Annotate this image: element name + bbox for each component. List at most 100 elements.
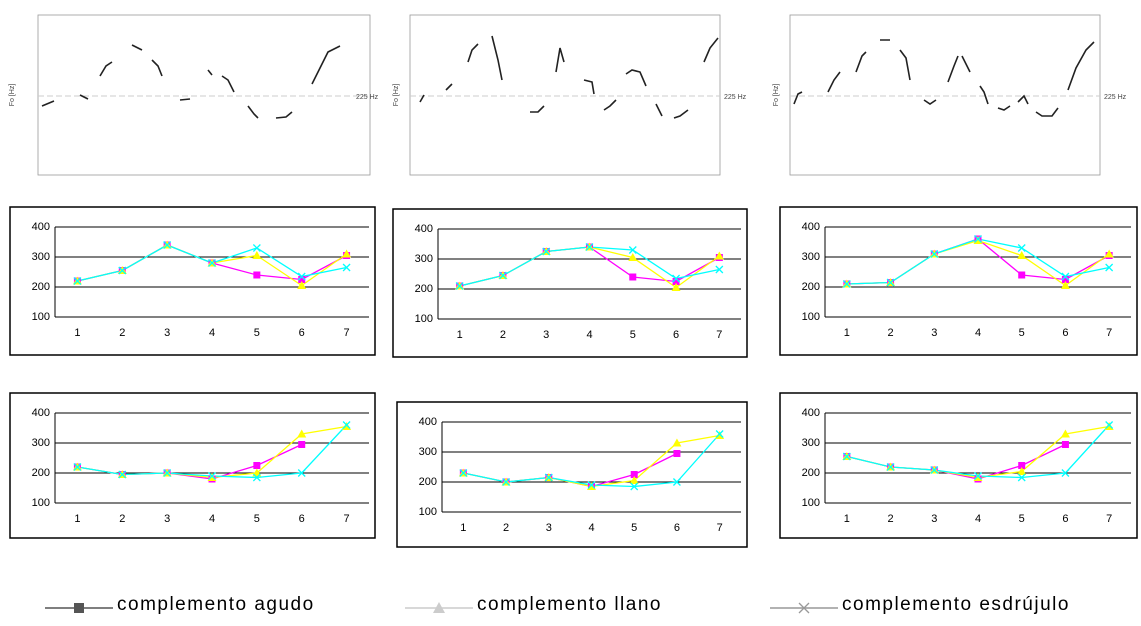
x-tick-label: 3 [164, 327, 170, 339]
x-tick-label: 4 [588, 522, 594, 534]
marker [630, 482, 639, 491]
marker [672, 274, 681, 283]
x-tick-label: 7 [344, 513, 350, 525]
x-tick-label: 3 [543, 329, 549, 341]
contour-plot [37, 14, 371, 176]
x-tick-label: 6 [1062, 513, 1068, 525]
x-tick-label: 6 [673, 329, 679, 341]
legend-label: complemento esdrújulo [842, 594, 1070, 615]
x-tick-label: 2 [119, 327, 125, 339]
x-tick-label: 1 [460, 522, 466, 534]
marker [253, 462, 261, 469]
marker [630, 471, 638, 478]
marker [498, 271, 507, 280]
x-tick-label: 7 [717, 522, 723, 534]
marker [1105, 421, 1114, 429]
marker [297, 469, 306, 477]
marker [672, 478, 681, 486]
marker [1017, 467, 1027, 475]
marker [974, 235, 982, 243]
x-tick-label: 6 [299, 327, 305, 339]
marker [628, 253, 638, 261]
marker [629, 476, 639, 484]
marker [798, 602, 810, 614]
marker [1018, 271, 1026, 279]
y-tick-label: 300 [419, 446, 437, 458]
y-tick-label: 400 [802, 221, 820, 233]
x-tick-label: 3 [931, 513, 937, 525]
y-tick-label: 400 [415, 223, 433, 235]
marker [253, 271, 261, 279]
marker [842, 280, 851, 288]
marker [1017, 244, 1026, 252]
marker [930, 250, 939, 258]
x-tick-label: 6 [1062, 327, 1068, 339]
marker [252, 251, 262, 259]
x-tick-label: 5 [254, 513, 260, 525]
marker [1060, 281, 1070, 289]
chart-frame [396, 401, 748, 548]
x-tick-label: 4 [586, 329, 592, 341]
x-tick-label: 7 [344, 327, 350, 339]
y-tick-label: 200 [802, 467, 820, 479]
marker [585, 243, 594, 251]
marker [1061, 272, 1070, 281]
x-tick-label: 3 [931, 327, 937, 339]
y-tick-label: 300 [802, 251, 820, 263]
y-tick-label: 200 [415, 283, 433, 295]
y-tick-label: 100 [32, 497, 50, 509]
marker [1105, 263, 1114, 272]
x-tick-label: 1 [844, 327, 850, 339]
marker [1104, 249, 1114, 258]
marker [459, 469, 468, 477]
marker [1061, 469, 1070, 477]
axis-label: Fo [Hz] [393, 84, 400, 107]
legend-label: complemento agudo [117, 594, 315, 615]
marker [73, 463, 82, 471]
x-tick-label: 1 [844, 513, 850, 525]
axis-label: Fo [Hz] [9, 84, 16, 107]
y-tick-label: 400 [419, 416, 437, 428]
y-tick-label: 400 [32, 407, 50, 419]
x-tick-label: 4 [209, 513, 215, 525]
marker [544, 473, 553, 482]
marker [930, 466, 939, 474]
marker [886, 463, 895, 471]
chart-frame [9, 206, 376, 356]
marker [673, 450, 681, 457]
marker [208, 259, 216, 267]
y-tick-label: 100 [802, 497, 820, 509]
x-tick-label: 4 [975, 513, 981, 525]
x-tick-label: 7 [716, 329, 722, 341]
y-tick-label: 100 [802, 311, 820, 323]
marker [1017, 473, 1026, 482]
marker [433, 602, 445, 613]
contour-plot [789, 14, 1101, 176]
x-tick-label: 2 [503, 522, 509, 534]
marker [297, 281, 307, 289]
marker [542, 247, 551, 256]
marker [118, 266, 127, 275]
x-tick-label: 5 [254, 327, 260, 339]
reference-label: 225 Hz [356, 94, 379, 101]
marker [1018, 462, 1026, 469]
y-tick-label: 200 [419, 476, 437, 488]
x-tick-label: 2 [119, 513, 125, 525]
chart-frame [779, 392, 1138, 539]
x-tick-label: 3 [164, 513, 170, 525]
x-tick-label: 2 [888, 327, 894, 339]
x-tick-label: 2 [888, 513, 894, 525]
marker [297, 429, 307, 438]
marker [502, 478, 511, 486]
y-tick-label: 300 [415, 253, 433, 265]
x-tick-label: 5 [630, 329, 636, 341]
x-tick-label: 5 [1019, 327, 1025, 339]
marker [974, 472, 982, 480]
x-tick-label: 7 [1106, 327, 1112, 339]
marker [1017, 251, 1027, 259]
legend-label: complemento llano [477, 594, 662, 615]
y-tick-label: 300 [32, 437, 50, 449]
y-tick-label: 100 [415, 313, 433, 325]
marker [208, 472, 216, 480]
